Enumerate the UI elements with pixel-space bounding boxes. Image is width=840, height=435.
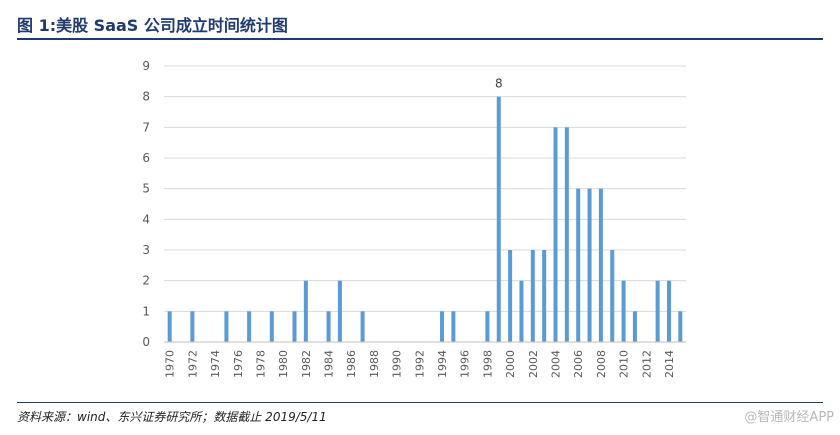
- y-tick-label: 3: [142, 243, 150, 257]
- bar: [655, 280, 660, 342]
- bar: [224, 311, 229, 342]
- y-tick-label: 4: [142, 212, 150, 226]
- bar: [167, 311, 172, 342]
- bar: [337, 280, 342, 342]
- x-tick-label: 1976: [232, 350, 245, 378]
- x-tick-label: 1970: [164, 350, 177, 378]
- y-tick-label: 8: [142, 90, 150, 104]
- bar: [519, 280, 524, 342]
- x-tick-label: 1984: [323, 350, 336, 378]
- bar: [576, 188, 581, 342]
- x-tick-label: 1986: [345, 350, 358, 378]
- x-tick-label: 2002: [527, 350, 540, 378]
- title-divider: [17, 38, 823, 40]
- x-tick-label: 1982: [300, 350, 313, 378]
- bar: [621, 280, 626, 342]
- bar: [610, 250, 615, 342]
- data-label: 8: [495, 77, 503, 91]
- x-tick-label: 2010: [618, 350, 631, 378]
- bar: [360, 311, 365, 342]
- bar: [485, 311, 490, 342]
- x-tick-label: 2012: [640, 350, 653, 378]
- y-tick-label: 9: [142, 59, 150, 73]
- x-tick-label: 2004: [550, 350, 563, 378]
- x-tick-label: 2008: [595, 350, 608, 378]
- bar: [564, 127, 569, 342]
- bar: [496, 96, 501, 343]
- bar: [269, 311, 274, 342]
- x-tick-label: 2000: [504, 350, 517, 378]
- y-tick-label: 5: [142, 182, 150, 196]
- x-tick-label: 1990: [391, 350, 404, 378]
- bar: [587, 188, 592, 342]
- figure-title: 图 1:美股 SaaS 公司成立时间统计图: [17, 16, 288, 35]
- bar: [508, 250, 513, 342]
- x-tick-label: 2006: [572, 350, 585, 378]
- bar: [530, 250, 535, 342]
- bar: [598, 188, 603, 342]
- footer-divider: [17, 402, 823, 403]
- bar-chart: 0 1 2 3 4 5 6 7 8 9 1970 1972 1974 1976 1978 1980 1982 19…: [142, 59, 686, 378]
- bar: [303, 280, 308, 342]
- y-tick-label: 7: [142, 120, 150, 134]
- x-tick-label: 1994: [436, 350, 449, 378]
- y-tick-label: 2: [142, 274, 150, 288]
- watermark: @智通财经APP: [744, 410, 834, 425]
- bar: [190, 311, 195, 342]
- bar: [440, 311, 445, 342]
- bar: [553, 127, 558, 342]
- y-tick-label: 0: [142, 335, 150, 349]
- bar: [542, 250, 547, 342]
- x-tick-label: 1988: [368, 350, 381, 378]
- source-note: 资料来源：wind、东兴证券研究所；数据截止 2019/5/11: [17, 410, 327, 424]
- x-tick-label: 1972: [186, 350, 199, 378]
- x-tick-label: 1980: [277, 350, 290, 378]
- x-tick-label: 1998: [481, 350, 494, 378]
- x-tick-label: 1978: [254, 350, 267, 378]
- bar: [678, 311, 683, 342]
- x-tick-label: 1974: [209, 350, 222, 378]
- x-tick-label: 1992: [413, 350, 426, 378]
- bar: [326, 311, 331, 342]
- y-tick-label: 1: [142, 304, 150, 318]
- y-tick-label: 6: [142, 151, 150, 165]
- bar: [451, 311, 456, 342]
- bar: [666, 280, 671, 342]
- bar: [247, 311, 252, 342]
- x-tick-label: 2014: [663, 350, 676, 378]
- bar: [292, 311, 297, 342]
- bar: [632, 311, 637, 342]
- x-tick-label: 1996: [459, 350, 472, 378]
